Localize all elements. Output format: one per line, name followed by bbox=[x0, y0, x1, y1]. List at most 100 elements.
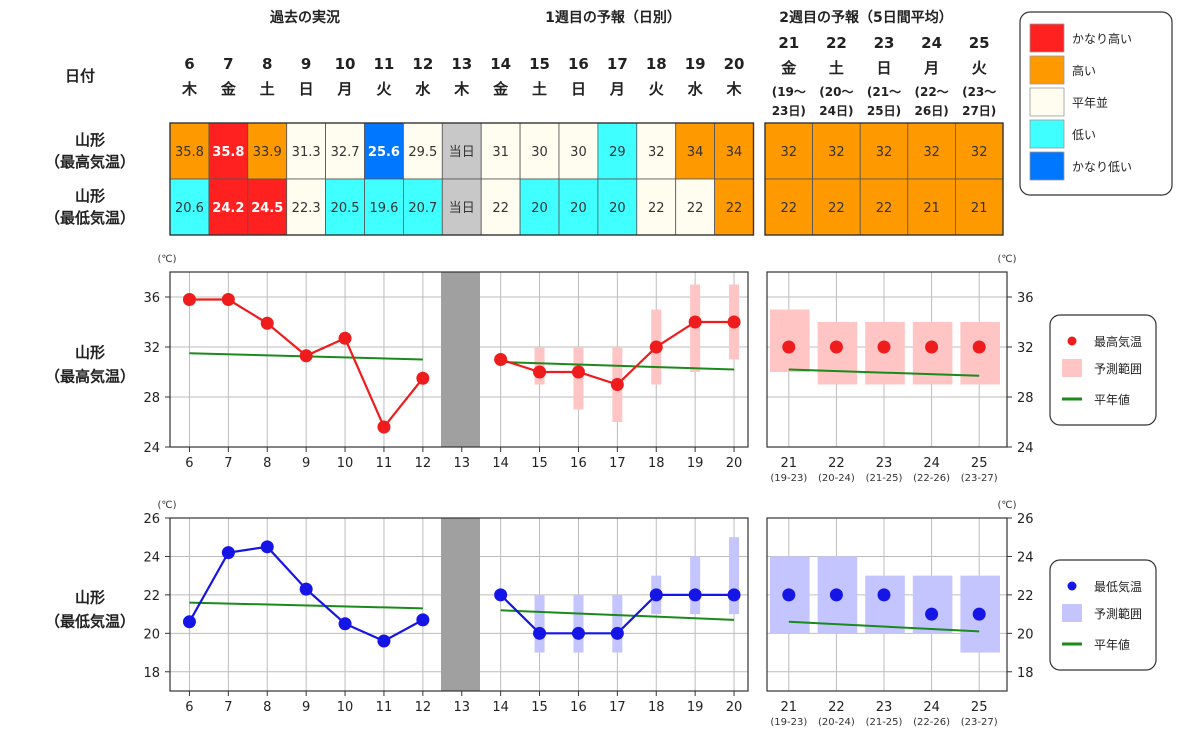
week2-cell-value: 32 bbox=[781, 145, 798, 160]
table-cell bbox=[402, 178, 443, 236]
day-number: 13 bbox=[451, 55, 472, 73]
min-xtick: 13 bbox=[453, 700, 470, 715]
week2-day-number: 22 bbox=[826, 34, 847, 52]
max-week2-xtick-range: (23-27) bbox=[961, 473, 998, 484]
min-xtick: 12 bbox=[415, 700, 432, 715]
cell-value: 22.3 bbox=[292, 201, 321, 216]
min-week2-range-box bbox=[912, 575, 953, 634]
weekday: 火 bbox=[376, 80, 392, 98]
min-week2-xtick: 24 bbox=[923, 700, 940, 715]
weekday: 月 bbox=[609, 80, 625, 98]
min-forecast-point bbox=[727, 588, 741, 602]
max-forecast-point bbox=[688, 315, 702, 329]
table-cell bbox=[169, 122, 210, 180]
max-week2-xtick-range: (21-25) bbox=[866, 473, 903, 484]
max-week2-point bbox=[972, 340, 986, 354]
cell-value: 20 bbox=[570, 201, 587, 216]
cell-value: 29 bbox=[609, 145, 626, 160]
week2-table-cell bbox=[907, 122, 956, 180]
min-ytick-left: 18 bbox=[143, 666, 160, 681]
week2-range-end: 27日) bbox=[962, 104, 996, 118]
min-forecast-range-bar bbox=[573, 594, 584, 653]
min-week2-range-box bbox=[865, 575, 905, 634]
week2-range-start: (22〜 bbox=[915, 85, 949, 99]
week2-weekday: 日 bbox=[876, 59, 891, 77]
max-week2-xtick: 23 bbox=[876, 456, 893, 471]
week2-cell-value: 22 bbox=[781, 201, 798, 216]
min-xtick: 18 bbox=[648, 700, 665, 715]
legend-label: 平年並 bbox=[1072, 96, 1108, 110]
weekday: 日 bbox=[299, 80, 314, 98]
max-week2-xtick-range: (20-24) bbox=[818, 473, 855, 484]
day-number: 8 bbox=[262, 55, 272, 73]
min-ytick-left: 24 bbox=[143, 550, 160, 565]
cell-value: 32.7 bbox=[331, 145, 360, 160]
min-week2-xtick-range: (19-23) bbox=[770, 717, 807, 728]
row-label-station: 山形 bbox=[75, 131, 105, 149]
week2-day-number: 24 bbox=[921, 34, 942, 52]
min-normal-line-week1 bbox=[500, 609, 735, 621]
cell-value: 24.5 bbox=[251, 201, 283, 216]
week2-day-number: 23 bbox=[874, 34, 895, 52]
table-cell bbox=[169, 178, 210, 236]
max-week2-point bbox=[925, 340, 939, 354]
min-week2-point bbox=[877, 588, 891, 602]
cell-value: 35.8 bbox=[212, 145, 244, 160]
table-cell bbox=[208, 178, 249, 236]
week2-weekday: 金 bbox=[780, 59, 797, 77]
legend-swatch bbox=[1029, 119, 1065, 149]
cell-value: 30 bbox=[570, 145, 587, 160]
min-week2-xtick: 22 bbox=[828, 700, 845, 715]
week2-range-start: (20〜 bbox=[819, 85, 853, 99]
min-ytick-left: 20 bbox=[143, 627, 160, 642]
cell-value: 20.7 bbox=[408, 201, 437, 216]
max-forecast-point bbox=[571, 365, 585, 379]
legend-swatch bbox=[1029, 55, 1065, 85]
week2-weekday: 月 bbox=[923, 59, 939, 77]
week2-day-number: 21 bbox=[778, 34, 799, 52]
min-xtick: 15 bbox=[531, 700, 548, 715]
max-observed-point bbox=[260, 316, 274, 330]
min-ytick-right: 24 bbox=[1017, 550, 1034, 565]
min-ytick-right: 26 bbox=[1017, 512, 1034, 527]
week2-cell-value: 32 bbox=[876, 145, 893, 160]
min-week2-point bbox=[972, 607, 986, 621]
week2-range-start: (23〜 bbox=[962, 85, 996, 99]
min-xtick: 16 bbox=[570, 700, 587, 715]
table-cell bbox=[325, 178, 365, 236]
week2-cell-value: 22 bbox=[828, 201, 845, 216]
min-forecast-range-bar bbox=[612, 594, 623, 653]
max-unit-right: (℃) bbox=[997, 254, 1016, 265]
day-number: 9 bbox=[301, 55, 311, 73]
week2-weekday: 火 bbox=[972, 59, 988, 77]
cell-value: 22 bbox=[726, 201, 743, 216]
max-xtick: 14 bbox=[492, 456, 509, 471]
day-number: 12 bbox=[412, 55, 433, 73]
max-xtick: 6 bbox=[185, 456, 193, 471]
table-cell bbox=[597, 122, 638, 180]
weekday: 火 bbox=[649, 80, 665, 98]
legend-label: 低い bbox=[1072, 128, 1096, 142]
max-ytick-left: 28 bbox=[143, 391, 160, 406]
min-unit-right: (℃) bbox=[997, 500, 1016, 511]
week2-range-end: 24日) bbox=[819, 104, 853, 118]
min-forecast-point bbox=[610, 626, 624, 640]
min-observed-point bbox=[182, 615, 196, 629]
section-header: 過去の実況 bbox=[269, 9, 340, 26]
min-legend-range-swatch bbox=[1062, 604, 1082, 622]
max-unit-left: (℃) bbox=[157, 254, 176, 265]
min-normal-line-past bbox=[189, 601, 423, 610]
table-cell bbox=[208, 122, 249, 180]
cell-value: 31.3 bbox=[292, 145, 321, 160]
min-forecast-range-bar bbox=[729, 537, 740, 615]
max-forecast-point bbox=[533, 365, 547, 379]
max-observed-point bbox=[416, 371, 430, 385]
week2-table-cell bbox=[907, 178, 956, 236]
week2-range-end: 26日) bbox=[915, 104, 949, 118]
weekday: 土 bbox=[532, 80, 547, 98]
day-number: 10 bbox=[335, 55, 356, 73]
weekday: 月 bbox=[337, 80, 353, 98]
table-frame bbox=[169, 122, 755, 236]
date-label: 日付 bbox=[65, 67, 95, 85]
max-ytick-left: 36 bbox=[143, 291, 160, 306]
